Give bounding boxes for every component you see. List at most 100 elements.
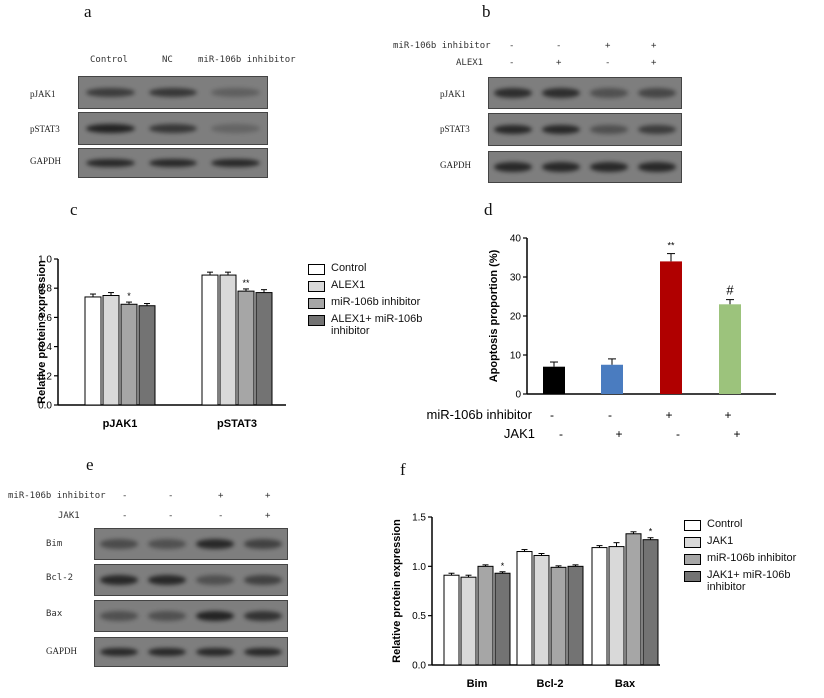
blot-band bbox=[494, 162, 532, 172]
blot-band bbox=[244, 611, 282, 621]
legend-item: JAK1+ miR-106b inhibitor bbox=[684, 569, 824, 593]
blot-band bbox=[211, 87, 261, 98]
sign: - bbox=[509, 58, 515, 68]
y-tick-label: 10 bbox=[510, 351, 522, 362]
bar bbox=[201, 274, 219, 406]
condition-sign: + bbox=[724, 408, 731, 422]
bar bbox=[255, 292, 273, 406]
blot-band bbox=[148, 87, 198, 98]
legend-label: ALEX1 bbox=[331, 279, 366, 291]
blot-band bbox=[542, 124, 580, 135]
blot-band bbox=[148, 539, 186, 549]
bar bbox=[625, 533, 642, 666]
blot-band bbox=[542, 162, 580, 172]
blot-band bbox=[100, 647, 138, 657]
blot-strip bbox=[94, 528, 288, 560]
blot-band bbox=[494, 88, 532, 98]
legend-item: JAK1 bbox=[684, 535, 824, 548]
y-tick-label: 0.8 bbox=[38, 284, 52, 295]
bar bbox=[642, 539, 659, 666]
bar bbox=[660, 261, 682, 394]
bar bbox=[719, 304, 741, 394]
bar bbox=[477, 565, 494, 666]
legend-item: Control bbox=[308, 262, 428, 275]
blot-band bbox=[211, 123, 261, 134]
blot-row-label: pSTAT3 bbox=[440, 124, 470, 134]
sign: + bbox=[265, 491, 271, 501]
blot-strip bbox=[78, 148, 268, 178]
significance-mark: * bbox=[649, 527, 653, 537]
y-tick-label: 0.5 bbox=[412, 611, 426, 622]
chart-f: 0.0 0.5 1.0 1.5 * Bim Bcl-2 * Bax Relative protei… bbox=[391, 513, 660, 690]
blot-row-label: GAPDH bbox=[46, 646, 78, 656]
condition-sign: + bbox=[665, 408, 672, 422]
y-axis-title: Apoptosis proportion (%) bbox=[488, 249, 500, 382]
significance-mark: * bbox=[501, 561, 505, 571]
blot-row-label: pSTAT3 bbox=[30, 124, 60, 134]
panel-letter-d: d bbox=[484, 200, 493, 219]
lane-label: Control bbox=[90, 55, 128, 65]
bar bbox=[550, 566, 567, 666]
condition-sign: + bbox=[615, 427, 622, 441]
sign: - bbox=[168, 511, 174, 521]
blot-band bbox=[148, 123, 198, 134]
bar bbox=[494, 572, 511, 666]
panel-letter-f: f bbox=[400, 460, 406, 479]
x-category-label: pJAK1 bbox=[103, 418, 138, 430]
y-tick-label: 0.6 bbox=[38, 313, 52, 324]
legend-label: JAK1+ miR-106b inhibitor bbox=[707, 569, 791, 593]
y-tick-label: 20 bbox=[510, 312, 522, 323]
bar bbox=[120, 303, 138, 406]
y-tick-label: 0.0 bbox=[38, 401, 52, 412]
bar bbox=[543, 366, 565, 394]
bar bbox=[533, 554, 550, 666]
blot-band bbox=[85, 158, 135, 168]
x-category-label: Bcl-2 bbox=[537, 678, 564, 690]
y-axis-title: Relative protein expression bbox=[391, 519, 403, 663]
sign: - bbox=[218, 511, 224, 521]
legend-label: miR-106b inhibitor bbox=[331, 296, 421, 308]
sign: + bbox=[605, 41, 611, 51]
blot-band bbox=[638, 88, 676, 98]
y-tick-label: 0.0 bbox=[412, 661, 426, 672]
legend-label: ALEX1+ miR-106b inhibitor bbox=[331, 313, 423, 337]
blot-strip bbox=[78, 76, 268, 109]
sign: - bbox=[122, 491, 128, 501]
bar bbox=[601, 364, 623, 394]
bar bbox=[608, 546, 625, 666]
sign: + bbox=[651, 58, 657, 68]
y-tick-label: 0 bbox=[515, 390, 521, 401]
blot-band bbox=[148, 647, 186, 657]
blot-band bbox=[638, 162, 676, 172]
significance-mark: * bbox=[127, 291, 131, 301]
legend-f: Control JAK1 miR-106b inhibitor JAK1+ mi… bbox=[684, 518, 824, 597]
bar bbox=[219, 274, 237, 406]
bar bbox=[567, 565, 584, 666]
blot-band bbox=[494, 124, 532, 135]
condition-sign: - bbox=[559, 427, 563, 441]
panel-letter-a: a bbox=[84, 2, 92, 21]
bar bbox=[591, 547, 608, 666]
legend-label: JAK1 bbox=[707, 535, 734, 547]
blot-row-label: pJAK1 bbox=[30, 89, 56, 99]
condition-label: ALEX1 bbox=[456, 58, 484, 68]
condition-label: JAK1 bbox=[504, 426, 535, 441]
significance-mark: ** bbox=[667, 241, 675, 251]
panel-letter-e: e bbox=[86, 455, 94, 474]
blot-strip bbox=[488, 113, 682, 146]
legend-item: ALEX1 bbox=[308, 279, 428, 292]
blot-band bbox=[148, 158, 198, 168]
blot-strip bbox=[94, 600, 288, 632]
condition-sign: - bbox=[676, 427, 680, 441]
condition-sign: - bbox=[550, 408, 554, 422]
condition-label: miR-106b inhibitor bbox=[427, 407, 533, 422]
sign: - bbox=[122, 511, 128, 521]
blot-strip bbox=[94, 637, 288, 667]
condition-sign: + bbox=[733, 427, 740, 441]
sign: - bbox=[556, 41, 562, 51]
sign: - bbox=[168, 491, 174, 501]
bar bbox=[138, 305, 156, 406]
condition-label: JAK1 bbox=[58, 511, 80, 521]
legend-c: Control ALEX1 miR-106b inhibitor ALEX1+ … bbox=[308, 262, 428, 341]
